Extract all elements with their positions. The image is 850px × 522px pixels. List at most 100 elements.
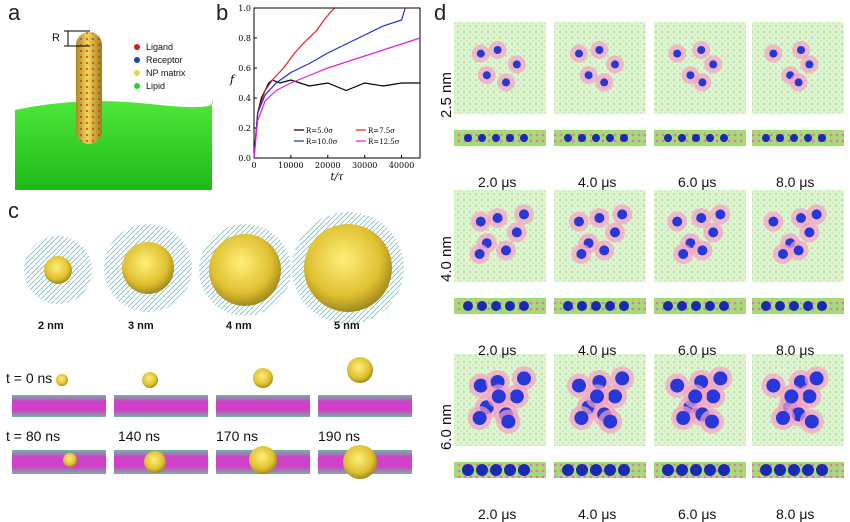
np-particle (491, 389, 506, 404)
np-particle (600, 78, 609, 87)
size-label-4nm: 4 nm (226, 320, 252, 332)
np-particle (615, 371, 630, 386)
snapshot-top-view (752, 22, 844, 114)
np-particle (784, 389, 799, 404)
legend-ligand: Ligand (134, 40, 185, 53)
legend-np-matrix: NP matrix (134, 66, 185, 79)
series-line-2 (253, 7, 406, 159)
legend-entry-0: R=5.0σ (306, 127, 333, 135)
np-particle (509, 389, 524, 404)
time-label-d: 2.0 μs (478, 174, 517, 190)
membrane-0ns-2 (114, 395, 208, 417)
np-particle (697, 245, 708, 256)
np-particle (608, 389, 622, 404)
membrane-80ns (12, 450, 106, 474)
x-axis-label: t/τ (331, 172, 344, 183)
np-particle (766, 378, 781, 393)
np-particle (517, 371, 531, 386)
np-particle (584, 71, 593, 80)
np-particle (672, 216, 683, 227)
membrane-0ns-1 (12, 395, 106, 417)
np-particle (595, 46, 604, 54)
np-particle (697, 46, 706, 54)
np-particle (512, 60, 521, 69)
y-tick-label: 0.8 (238, 34, 251, 43)
x-tick-label: 20000 (315, 161, 340, 170)
np-particle (797, 46, 805, 54)
time-label-0ns: t = 0 ns (6, 370, 53, 386)
time-label-d: 8.0 μs (776, 342, 815, 358)
np-particle (778, 249, 788, 259)
np-particle (603, 414, 618, 429)
np-particle (576, 249, 587, 259)
np-particle (708, 227, 719, 238)
np-4nm (209, 234, 281, 306)
np-particle (501, 414, 516, 429)
snapshot-top-view (554, 190, 646, 282)
time-label-80ns: t = 80 ns (6, 428, 61, 444)
np-particle (811, 209, 822, 220)
np-particle (793, 245, 804, 256)
np-particle (610, 227, 620, 238)
time-label-170ns: 170 ns (216, 428, 259, 444)
time-label-d: 4.0 μs (578, 174, 617, 190)
np-particle (519, 209, 529, 220)
lipid-membrane (15, 100, 213, 190)
np-particle (794, 78, 803, 87)
time-label-d: 2.0 μs (478, 342, 517, 358)
np-particle (574, 216, 584, 227)
np-particle (678, 249, 689, 259)
x-tick-label: 30000 (352, 161, 377, 170)
panel-label-c: c (8, 198, 19, 223)
np-particle (476, 49, 485, 58)
np-particle (611, 60, 619, 69)
np-particle (698, 78, 707, 87)
np-particle (673, 49, 682, 58)
np-particle (473, 378, 488, 393)
y-tick-label: 0.0 (238, 154, 251, 163)
radius-label: R (52, 32, 60, 44)
np-particle (502, 78, 510, 87)
np-particle (493, 46, 502, 54)
time-label-d: 2.0 μs (478, 506, 517, 522)
size-label-2nm: 2 nm (38, 320, 64, 332)
np-particle (572, 378, 586, 393)
np-particle (590, 389, 604, 404)
snapshot-top-view (654, 190, 746, 282)
np-particle (769, 49, 778, 58)
snapshot-top-view (752, 190, 844, 282)
y-tick-label: 0.6 (238, 64, 251, 73)
np-particle (688, 389, 703, 404)
time-label-190ns: 190 ns (318, 428, 361, 444)
np-particle (482, 71, 491, 80)
panel-d-snapshots (454, 22, 844, 478)
np-particle (475, 216, 486, 227)
np-3nm (122, 242, 174, 294)
panel-label-b: b (216, 0, 229, 25)
time-label-d: 8.0 μs (776, 174, 815, 190)
np-particle (705, 414, 719, 429)
np-particle (696, 213, 707, 223)
np-particle (796, 213, 806, 223)
np-particle (802, 389, 817, 404)
np-5nm (304, 224, 392, 312)
panel-a-legend: Ligand Receptor NP matrix Lipid (134, 40, 185, 92)
x-tick-label: 10000 (278, 161, 303, 170)
size-label-5nm: 5 nm (334, 320, 360, 332)
time-label-d: 6.0 μs (678, 506, 717, 522)
np-particle (670, 378, 685, 393)
panel-a-illustration (15, 30, 213, 190)
np-particle (472, 411, 487, 425)
np-particle (575, 49, 583, 58)
np-particle (617, 209, 628, 220)
membrane-0ns-3 (216, 395, 310, 417)
np-particle (686, 71, 695, 80)
np-particle (676, 411, 691, 425)
np-particle (474, 249, 485, 259)
np-particle (599, 245, 610, 256)
series-line-0 (253, 79, 420, 159)
np-particle (768, 216, 779, 227)
np-particle (805, 60, 814, 69)
time-label-d: 4.0 μs (578, 342, 617, 358)
time-label-d: 4.0 μs (578, 506, 617, 522)
